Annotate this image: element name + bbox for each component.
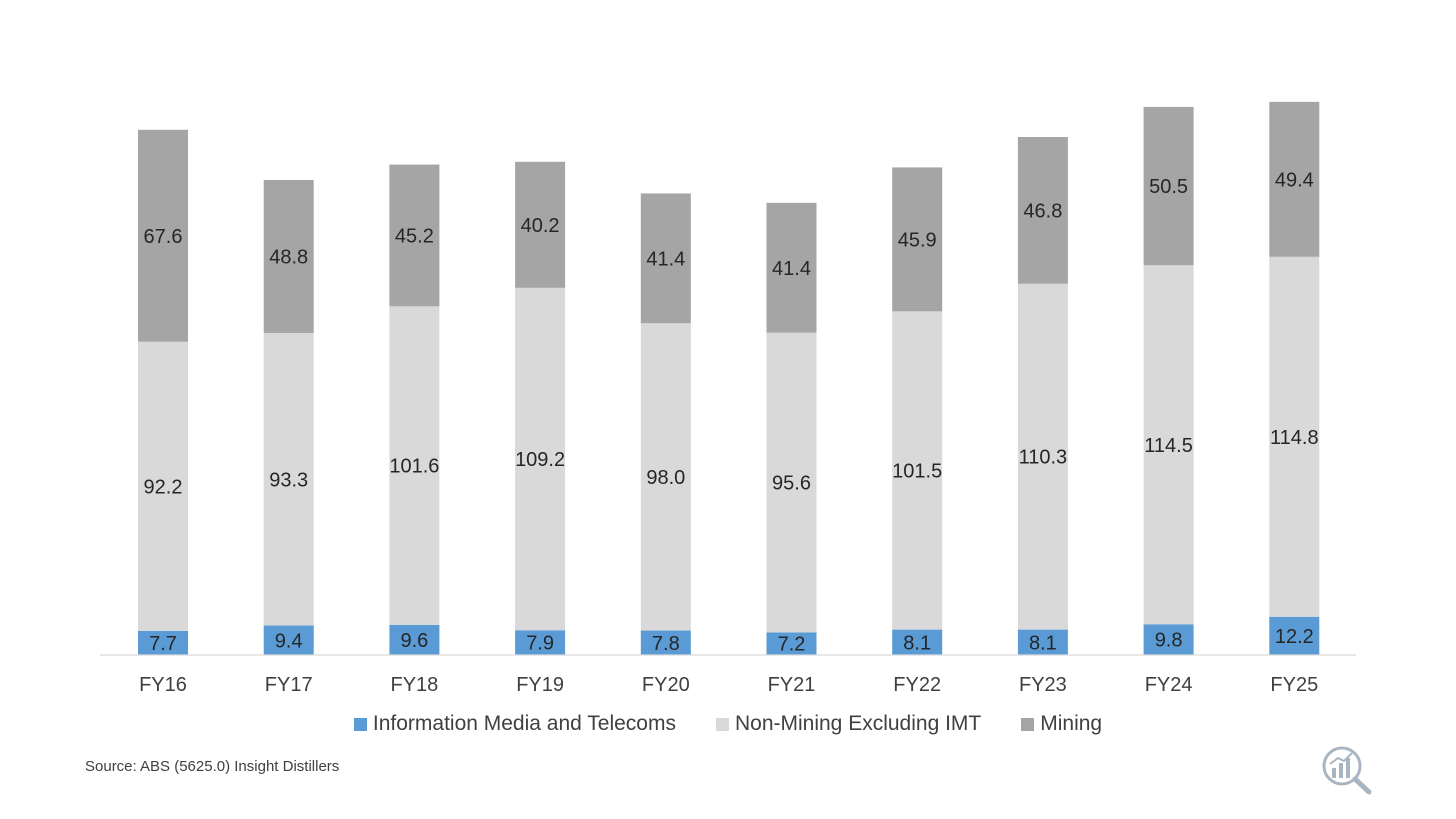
legend-item-imt: Information Media and Telecoms (353, 712, 676, 736)
bar-fy22-non-mining-excluding-imt (892, 311, 943, 630)
legend-swatch-imt (353, 717, 367, 731)
bar-fy24-mining (1143, 106, 1194, 266)
data-label-fy19-non-mining-excluding-imt: 109.2 (515, 449, 565, 471)
bar-fy21-non-mining-excluding-imt (766, 332, 817, 633)
stacked-bar-chart: 7.7 92.2 67.6 9.4 93.3 48.8 9.6 101.6 45.2 7.9 109… (100, 101, 1356, 696)
bar-fy18-information-media-and-telecoms (389, 624, 440, 655)
data-label-fy18-non-mining-excluding-imt: 101.6 (389, 456, 439, 478)
x-tick-label-fy23: FY23 (1019, 674, 1067, 696)
data-label-fy25-information-media-and-telecoms: 12.2 (1275, 626, 1314, 648)
data-label-fy24-information-media-and-telecoms: 9.8 (1155, 630, 1183, 652)
bar-fy16-information-media-and-telecoms (138, 630, 188, 655)
bar-fy22-mining (892, 167, 943, 312)
bar-fy16-non-mining-excluding-imt (138, 341, 188, 631)
bar-fy16-mining (138, 129, 188, 342)
bar-fy25-information-media-and-telecoms (1269, 616, 1320, 655)
bar-fy19-information-media-and-telecoms (515, 630, 566, 655)
data-label-fy20-mining: 41.4 (646, 248, 685, 270)
bar-fy23-information-media-and-telecoms (1017, 629, 1068, 655)
x-tick-label-fy16: FY16 (139, 674, 187, 696)
bar-fy18-mining (389, 164, 440, 307)
bar-fy21-information-media-and-telecoms (766, 632, 817, 655)
data-label-fy17-information-media-and-telecoms: 9.4 (275, 630, 303, 652)
data-label-fy20-non-mining-excluding-imt: 98.0 (646, 467, 685, 489)
data-label-fy23-non-mining-excluding-imt: 110.3 (1019, 447, 1068, 469)
bar-fy17-mining (263, 179, 314, 333)
data-label-fy19-information-media-and-telecoms: 7.9 (526, 633, 554, 655)
bar-fy20-non-mining-excluding-imt (640, 323, 691, 631)
bar-fy19-mining (515, 161, 566, 288)
bar-fy25-mining (1269, 101, 1320, 257)
data-label-fy16-mining: 67.6 (144, 226, 183, 248)
legend-item-mining: Mining (1021, 712, 1102, 736)
data-label-fy18-information-media-and-telecoms: 9.6 (400, 630, 428, 652)
data-label-fy22-non-mining-excluding-imt: 101.5 (892, 460, 942, 482)
x-tick-label-fy25: FY25 (1270, 674, 1318, 696)
data-label-fy22-information-media-and-telecoms: 8.1 (903, 632, 931, 654)
bar-fy21-mining (766, 202, 817, 333)
data-label-fy16-non-mining-excluding-imt: 92.2 (144, 476, 183, 498)
bar-fy18-non-mining-excluding-imt (389, 306, 440, 625)
x-tick-labels: FY16 FY17 FY18 FY19 FY20 FY21 FY22 FY23 FY24 FY25 (139, 674, 1318, 696)
data-label-fy17-non-mining-excluding-imt: 93.3 (269, 469, 308, 491)
data-label-fy22-mining: 45.9 (898, 229, 937, 251)
data-label-fy20-information-media-and-telecoms: 7.8 (652, 633, 680, 655)
data-label-fy25-mining: 49.4 (1275, 169, 1314, 191)
source-note: Source: ABS (5625.0) Insight Distillers (85, 758, 340, 775)
x-tick-label-fy18: FY18 (390, 674, 438, 696)
x-tick-label-fy17: FY17 (265, 674, 313, 696)
data-label-fy24-non-mining-excluding-imt: 114.5 (1144, 435, 1193, 457)
bar-fy25-non-mining-excluding-imt (1269, 256, 1320, 617)
legend: Information Media and Telecoms Non-Minin… (0, 712, 1456, 736)
bar-fy23-mining (1017, 137, 1068, 284)
data-label-fy21-non-mining-excluding-imt: 95.6 (772, 473, 811, 495)
x-tick-label-fy20: FY20 (642, 674, 690, 696)
data-label-fy16-information-media-and-telecoms: 7.7 (149, 633, 177, 655)
data-label-fy17-mining: 48.8 (269, 246, 308, 268)
legend-swatch-mining (1021, 717, 1035, 731)
legend-label-imt: Information Media and Telecoms (372, 712, 676, 735)
bar-fy20-mining (640, 193, 691, 324)
x-tick-label-fy22: FY22 (893, 674, 941, 696)
data-label-fy19-mining: 40.2 (521, 215, 560, 237)
bar-fy23-non-mining-excluding-imt (1017, 283, 1068, 630)
bar-fy22-information-media-and-telecoms (892, 629, 943, 655)
data-label-fy23-information-media-and-telecoms: 8.1 (1029, 632, 1057, 654)
bar-fy17-non-mining-excluding-imt (263, 332, 314, 626)
x-tick-label-fy21: FY21 (768, 674, 816, 696)
data-label-fy23-mining: 46.8 (1023, 200, 1062, 222)
data-label-fy21-mining: 41.4 (772, 258, 811, 280)
data-label-fy25-non-mining-excluding-imt: 114.8 (1270, 427, 1319, 449)
legend-item-non-mining: Non-Mining Excluding IMT (715, 712, 982, 736)
x-tick-label-fy24: FY24 (1145, 674, 1193, 696)
x-tick-label-fy19: FY19 (516, 674, 564, 696)
bar-fy24-information-media-and-telecoms (1143, 624, 1194, 655)
legend-swatch-non-mining (715, 717, 729, 731)
data-label-fy18-mining: 45.2 (395, 225, 434, 247)
data-label-fy24-mining: 50.5 (1149, 176, 1188, 198)
bar-fy19-non-mining-excluding-imt (515, 287, 566, 631)
bars-layer: 7.7 92.2 67.6 9.4 93.3 48.8 9.6 101.6 45.2 7.9 109… (138, 101, 1320, 656)
magnifier-chart-icon (1322, 746, 1372, 795)
legend-label-mining: Mining (1040, 712, 1103, 735)
bar-fy20-information-media-and-telecoms (640, 630, 691, 655)
bar-fy24-non-mining-excluding-imt (1143, 265, 1194, 625)
bar-fy17-information-media-and-telecoms (263, 625, 314, 655)
legend-label-non-mining: Non-Mining Excluding IMT (734, 712, 982, 735)
data-label-fy21-information-media-and-telecoms: 7.2 (778, 634, 806, 656)
